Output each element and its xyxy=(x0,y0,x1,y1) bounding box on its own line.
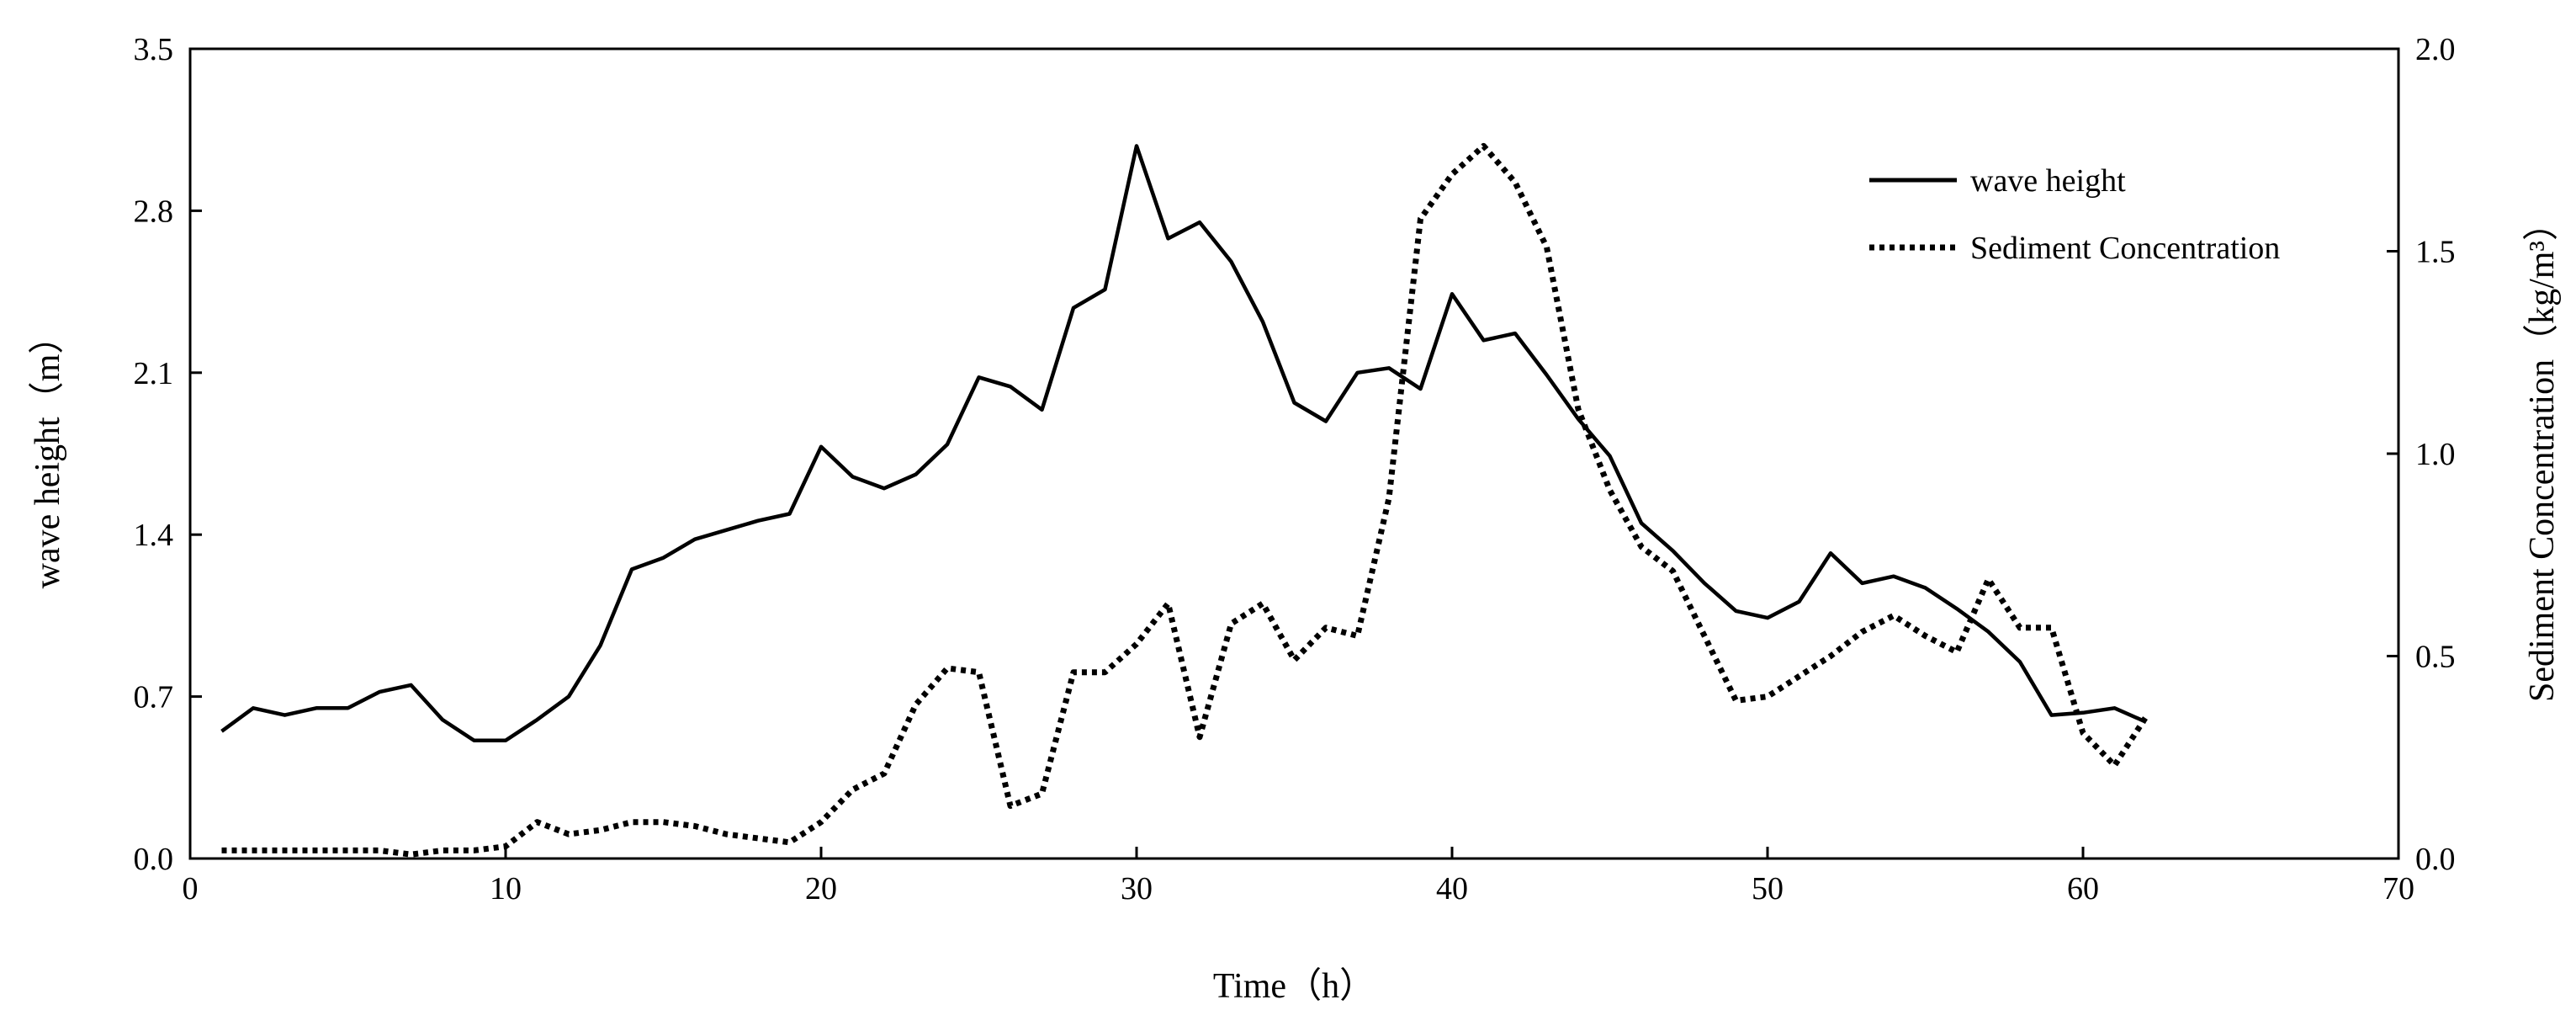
x-tick-label: 10 xyxy=(490,871,522,906)
y-axis-title-left: wave height（m） xyxy=(29,319,67,589)
y-left-tick-label: 0.0 xyxy=(134,842,174,877)
y-left-tick-label: 0.7 xyxy=(134,680,174,715)
legend: wave height Sediment Concentration xyxy=(1869,163,2280,266)
x-tick-label: 30 xyxy=(1121,871,1153,906)
series-group xyxy=(220,142,2149,858)
x-axis-title: Time（h） xyxy=(1213,967,1375,1006)
y-right-tick-label: 1.5 xyxy=(2415,235,2456,270)
y-left-tick-label: 2.8 xyxy=(134,194,174,229)
y-right-tick-label: 2.0 xyxy=(2415,32,2456,67)
x-tick-label: 0 xyxy=(183,871,199,906)
series-line-sediment-concentration xyxy=(221,142,2149,858)
y-right-tick-label: 0.0 xyxy=(2415,842,2456,877)
ticks: 0 10 20 30 40 50 60 700.00.71.42.12.83.50.00.51… xyxy=(134,32,2456,906)
x-tick-label: 20 xyxy=(805,871,837,906)
x-tick-label: 40 xyxy=(1436,871,1468,906)
y-left-tick-label: 3.5 xyxy=(134,32,174,67)
y-right-tick-label: 1.0 xyxy=(2415,437,2456,472)
x-tick-label: 50 xyxy=(1752,871,1784,906)
y-right-tick-label: 0.5 xyxy=(2415,640,2456,675)
legend-label-sediment-concentration: Sediment Concentration xyxy=(1970,231,2280,266)
legend-label-wave-height: wave height xyxy=(1970,163,2126,199)
y-left-tick-label: 2.1 xyxy=(134,356,174,391)
x-tick-label: 70 xyxy=(2383,871,2414,906)
series-line-wave-height xyxy=(220,144,2147,743)
y-left-tick-label: 1.4 xyxy=(134,518,174,553)
y-axis-title-right: Sediment Concentration（kg/m³） xyxy=(2523,205,2562,702)
x-tick-label: 60 xyxy=(2067,871,2099,906)
